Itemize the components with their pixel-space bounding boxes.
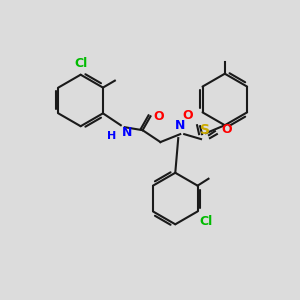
Text: O: O (182, 109, 193, 122)
Text: O: O (154, 110, 164, 123)
Text: Cl: Cl (74, 57, 87, 70)
Text: N: N (175, 119, 185, 132)
Text: N: N (122, 126, 132, 139)
Text: S: S (200, 123, 210, 137)
Text: H: H (106, 131, 116, 141)
Text: O: O (222, 123, 232, 136)
Text: Cl: Cl (200, 215, 213, 228)
